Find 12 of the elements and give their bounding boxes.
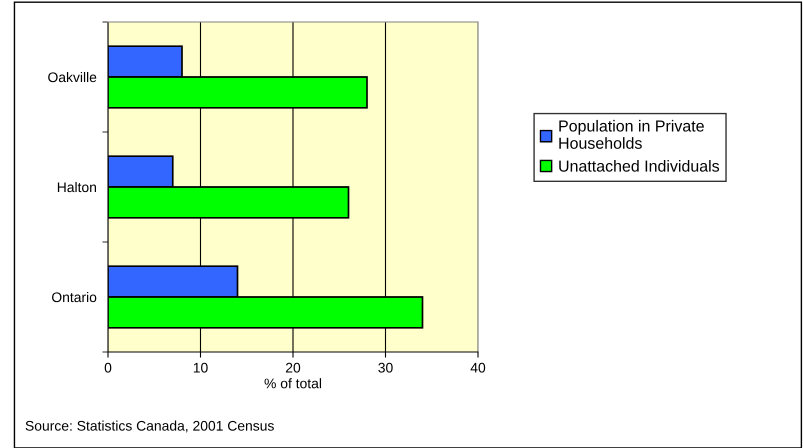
legend-label: Unattached Individuals <box>559 160 720 172</box>
x-tick-label: 10 <box>194 362 208 373</box>
y-tick-label: Halton <box>58 182 96 192</box>
x-tick-label: 20 <box>286 362 300 373</box>
legend-label: Population in Private Households <box>559 120 704 149</box>
x-tick-label: 0 <box>104 362 112 373</box>
source-note: Source: Statistics Canada, 2001 Census <box>26 420 274 432</box>
y-tick-label: Ontario <box>52 292 96 302</box>
x-axis-title: % of total <box>264 378 322 388</box>
y-tick-label: Oakville <box>48 72 96 82</box>
x-tick-label: 40 <box>470 362 486 373</box>
x-tick-label: 30 <box>378 362 393 373</box>
